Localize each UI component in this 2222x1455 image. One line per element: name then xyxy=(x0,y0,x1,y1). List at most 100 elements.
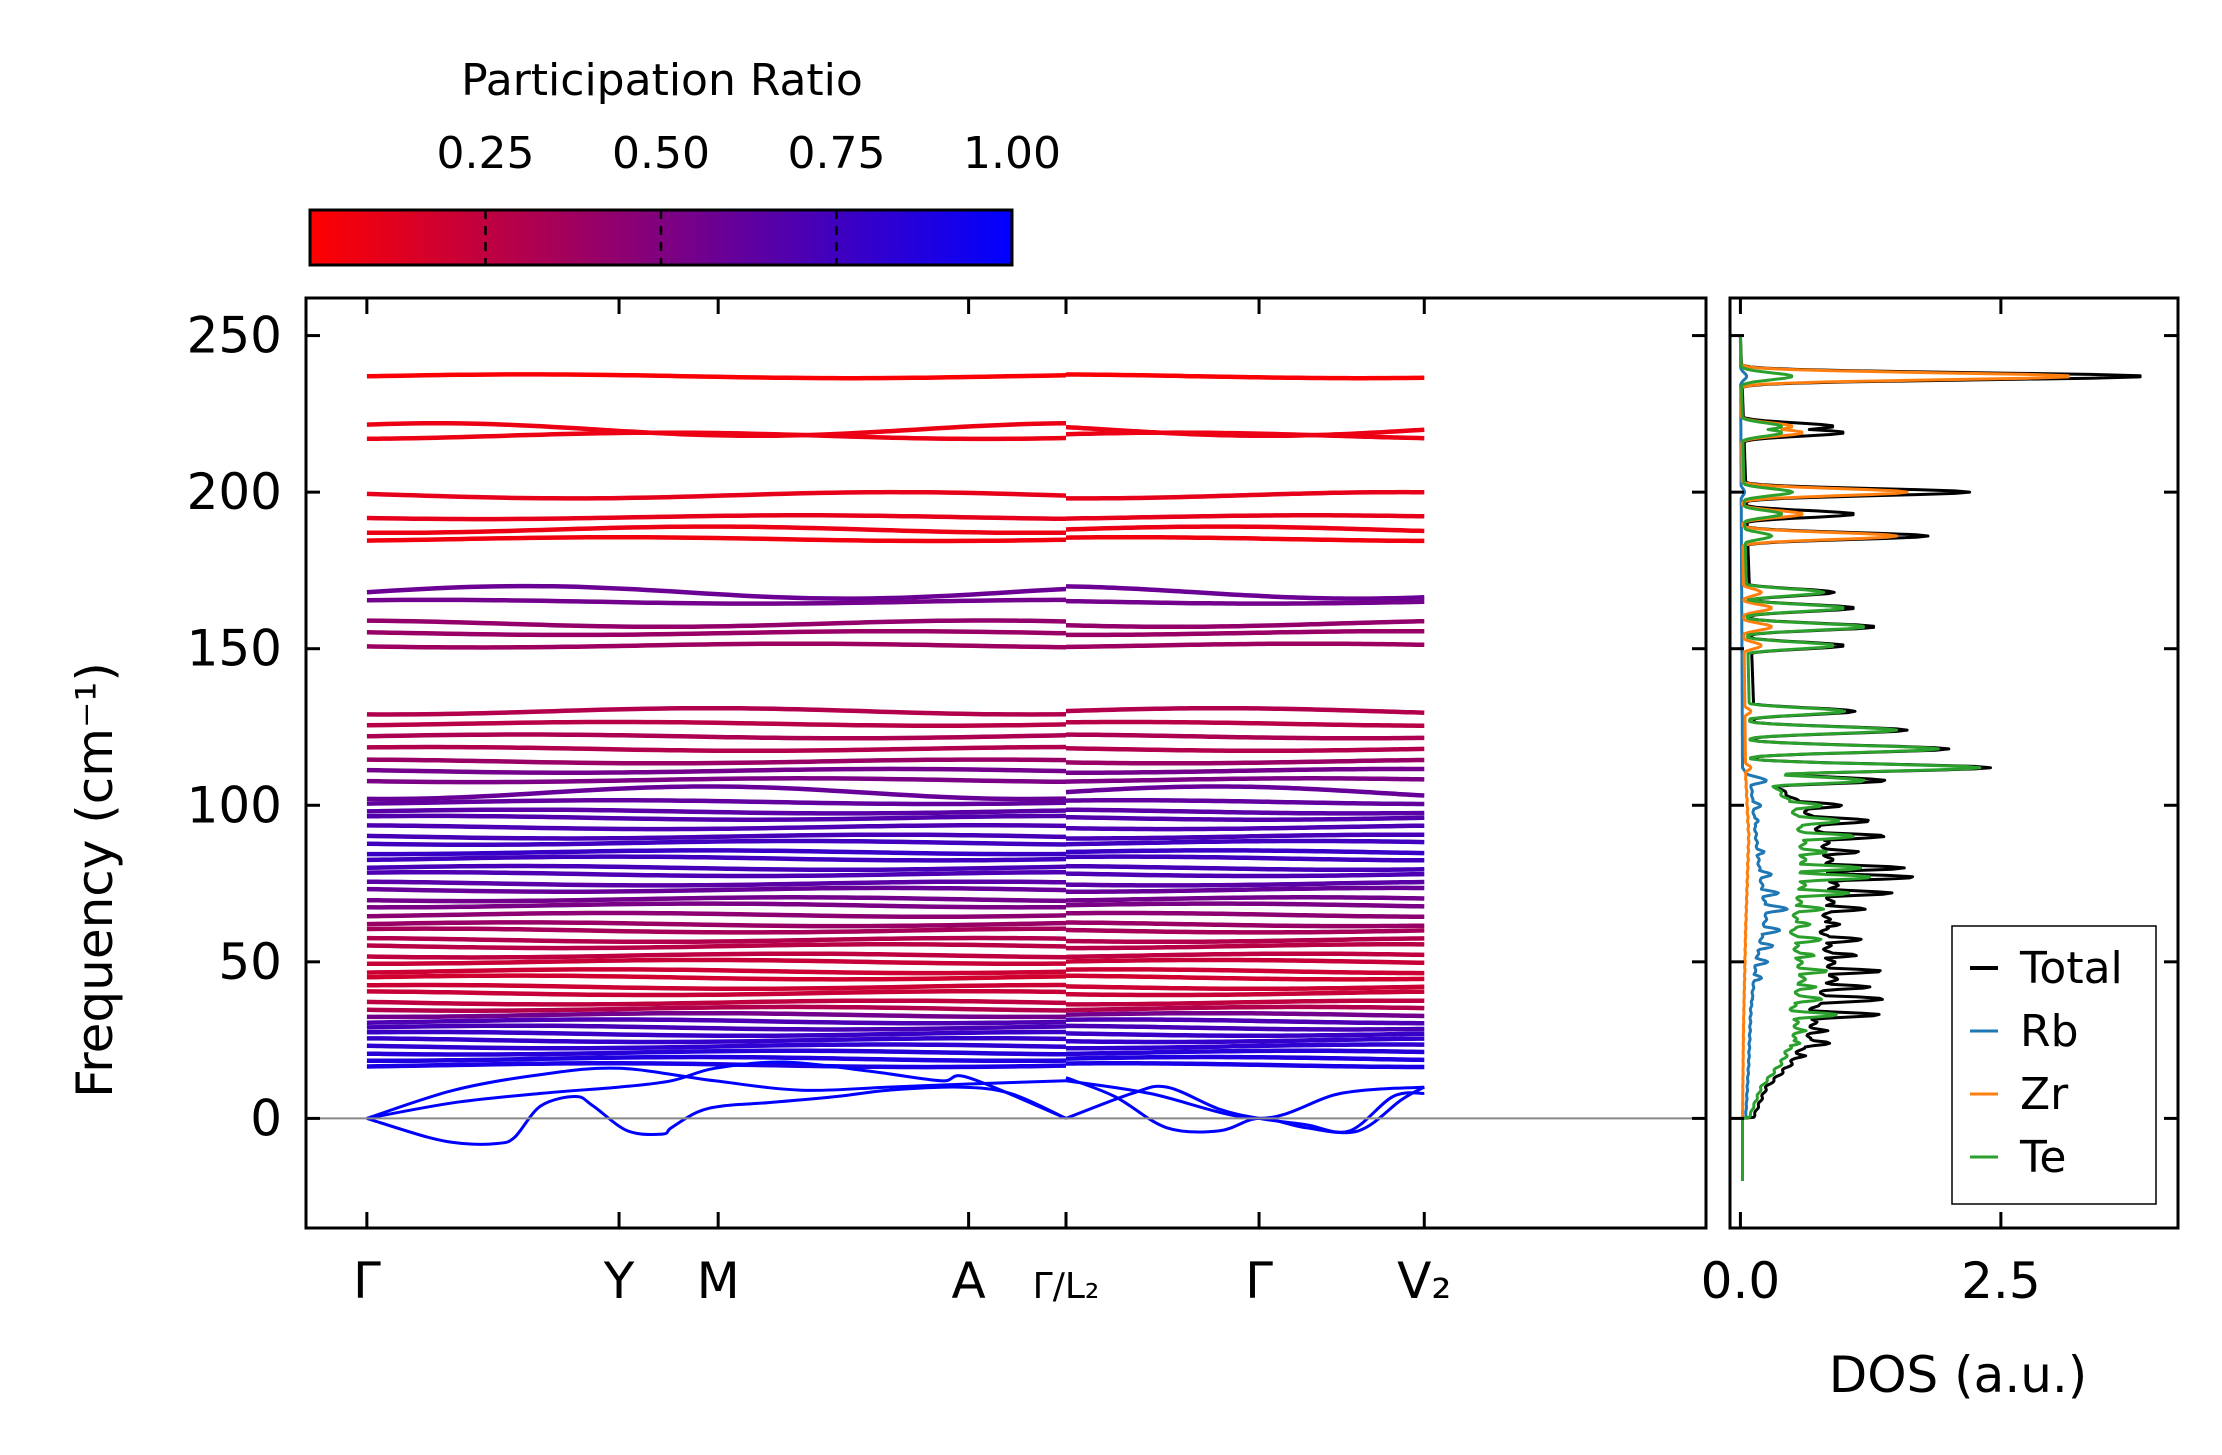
optical-band xyxy=(366,1042,1067,1051)
optical-band xyxy=(366,1035,1067,1045)
optical-band xyxy=(1066,854,1425,863)
optical-band xyxy=(366,973,1067,982)
optical-band xyxy=(1065,1010,1425,1019)
optical-band xyxy=(366,784,1067,802)
optical-band xyxy=(366,989,1067,998)
optical-band xyxy=(366,957,1066,966)
optical-band xyxy=(1066,832,1425,841)
optical-band xyxy=(1065,1004,1425,1013)
kpoint-label: V₂ xyxy=(1397,1252,1451,1310)
optical-band xyxy=(1065,598,1425,606)
optical-band xyxy=(366,524,1067,536)
optical-band xyxy=(366,705,1067,717)
optical-band xyxy=(366,1017,1067,1026)
optical-band xyxy=(1065,1048,1425,1057)
optical-band xyxy=(366,489,1067,501)
dos-curve-zr xyxy=(1738,336,2070,1182)
y-tick-label: 250 xyxy=(187,307,282,365)
optical-band xyxy=(1065,814,1425,822)
optical-band xyxy=(1065,1036,1425,1045)
y-axis-label: Frequency (cm⁻¹) xyxy=(66,662,124,1098)
legend-label: Zr xyxy=(2020,1069,2069,1120)
legend-label: Total xyxy=(2019,943,2123,994)
dos-legend: Total Rb Zr Te xyxy=(1951,925,2157,1205)
dos-x-axis-label: DOS (a.u.) xyxy=(1829,1346,2088,1404)
band-structure-panel: 0 50 100 150 200 250 Γ Y M A Γ/L₂ Γ V₂ Frequency (c… xyxy=(66,296,1708,1310)
optical-band xyxy=(366,766,1067,775)
optical-band xyxy=(1065,863,1425,873)
optical-band xyxy=(366,807,1067,816)
optical-band xyxy=(1065,848,1425,856)
colorbar-tick-label: 0.75 xyxy=(788,128,886,179)
kpoint-label: Γ xyxy=(353,1252,381,1310)
dos-y-ticks xyxy=(1730,334,2178,1120)
optical-band xyxy=(1065,879,1425,888)
optical-band xyxy=(366,421,1067,439)
optical-band xyxy=(366,870,1066,879)
dos-curve-te xyxy=(1738,336,1982,1182)
optical-band xyxy=(366,951,1067,960)
optical-band xyxy=(1065,910,1425,919)
optical-band xyxy=(1065,719,1425,728)
optical-band xyxy=(1065,895,1425,903)
optical-band xyxy=(366,757,1067,766)
optical-band xyxy=(1065,584,1425,601)
kpoint-label: M xyxy=(697,1252,740,1310)
optical-band xyxy=(366,583,1067,601)
optical-band xyxy=(366,895,1067,904)
colorbar-label: Participation Ratio xyxy=(461,55,863,106)
colorbar-ticks: 0.25 0.50 0.75 1.00 xyxy=(437,128,1061,265)
optical-band xyxy=(366,863,1067,873)
optical-band xyxy=(366,832,1067,841)
y-tick-label: 150 xyxy=(187,620,282,678)
optical-band xyxy=(1065,524,1425,534)
optical-band xyxy=(366,823,1067,832)
optical-band xyxy=(366,744,1067,754)
optical-band xyxy=(1066,885,1425,894)
optical-band xyxy=(366,1061,1067,1070)
optical-band xyxy=(1065,1017,1425,1026)
optical-band xyxy=(1065,927,1425,935)
acoustic-band xyxy=(1065,1076,1426,1135)
y-tick-label: 200 xyxy=(187,463,282,521)
optical-band xyxy=(1065,823,1425,832)
band-lines xyxy=(366,372,1426,1146)
optical-band xyxy=(1066,628,1425,638)
optical-band xyxy=(1065,513,1425,521)
optical-band xyxy=(366,618,1067,630)
optical-band xyxy=(1065,1031,1425,1038)
optical-band xyxy=(1065,798,1425,807)
optical-band xyxy=(1065,984,1425,992)
optical-band xyxy=(1066,942,1425,951)
optical-band xyxy=(366,430,1067,442)
optical-band xyxy=(1065,618,1425,630)
optical-band xyxy=(1065,989,1425,998)
optical-band xyxy=(1065,1054,1425,1063)
optical-band xyxy=(366,967,1067,976)
dos-panel: 0.0 2.5 DOS (a.u.) Total Rb Zr Te xyxy=(1701,296,2180,1404)
optical-band xyxy=(366,732,1067,741)
optical-band xyxy=(1065,430,1425,441)
acoustic-band xyxy=(366,1060,1067,1120)
band-x-ticks: Γ Y M A Γ/L₂ Γ V₂ xyxy=(353,298,1451,1310)
legend-label: Rb xyxy=(2020,1006,2079,1057)
optical-band xyxy=(1066,1023,1425,1032)
optical-band xyxy=(366,935,1067,945)
colorbar-tick-label: 0.25 xyxy=(437,128,535,179)
optical-band xyxy=(366,910,1067,919)
optical-band xyxy=(366,798,1067,807)
optical-band xyxy=(366,597,1066,606)
optical-band xyxy=(1065,776,1425,784)
optical-band xyxy=(366,813,1067,822)
optical-band xyxy=(366,1054,1067,1064)
kpoint-label: Γ xyxy=(1245,1252,1273,1310)
optical-band xyxy=(1065,838,1425,847)
optical-band xyxy=(1065,936,1425,945)
acoustic-band xyxy=(366,1066,1067,1120)
optical-band xyxy=(1066,807,1425,816)
optical-band xyxy=(366,942,1067,951)
optical-band xyxy=(366,926,1067,935)
optical-band xyxy=(366,1004,1067,1013)
optical-band xyxy=(1066,489,1425,501)
optical-band xyxy=(1065,901,1425,909)
